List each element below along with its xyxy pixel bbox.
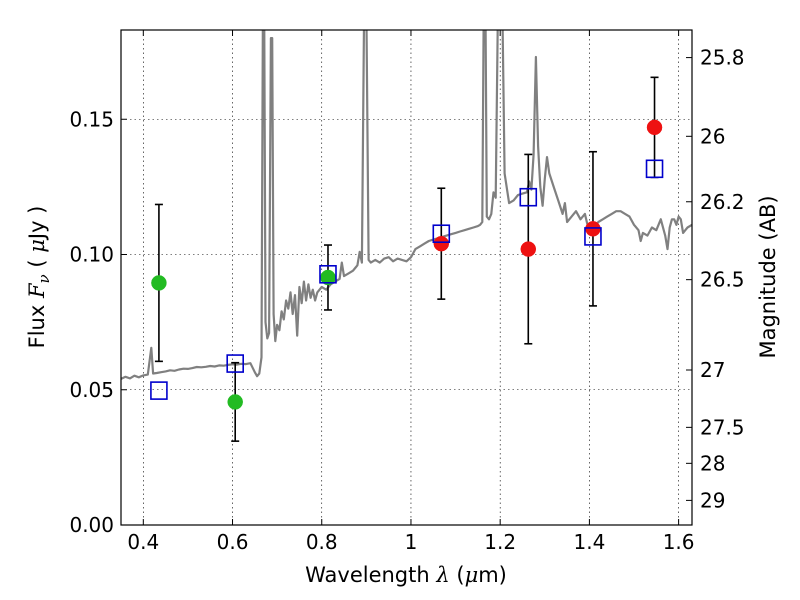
model-square-marker: [645, 159, 664, 179]
model-square-marker: [519, 187, 538, 207]
grid-lines: [121, 30, 692, 526]
observed_red-point: [520, 241, 537, 257]
magnitude-tick-label: 27: [700, 358, 725, 382]
y-tick-label: 0.00: [69, 513, 114, 537]
observed_green-point: [227, 394, 243, 410]
magnitude-tick-label: 26.2: [700, 190, 745, 214]
x-axis-ticks: 0.4 0.6 0.8 1 1.2 1.4 1.6: [127, 30, 695, 554]
x-tick-label: 0.4: [127, 530, 159, 554]
x-tick-label: 0.8: [306, 530, 338, 554]
model-square-marker: [432, 224, 451, 244]
x-tick-label: 1: [405, 530, 418, 554]
y-tick-label: 0.10: [69, 243, 114, 267]
magnitude-tick-label: 29: [700, 488, 725, 512]
x-tick-label: 1.6: [663, 530, 695, 554]
x-tick-label: 1.4: [573, 530, 605, 554]
observed_red-point: [433, 235, 450, 252]
magnitude-tick-label: 27.5: [700, 415, 745, 439]
x-axis-label: Wavelength λ (μm): [305, 563, 507, 587]
y-axis-ticks: 0.00 0.05 0.10 0.15: [69, 107, 127, 537]
right-axis-label: Magnitude (AB): [756, 195, 780, 358]
model-square-marker: [319, 264, 337, 284]
model-square-marker: [226, 354, 244, 373]
plot-frame: [120, 29, 693, 526]
observed_red-point: [646, 119, 663, 136]
data-markers: [150, 119, 664, 410]
magnitude-axis-ticks: 25.8 26 26.2 26.5 27 27.5 28 29: [686, 46, 745, 512]
magnitude-tick-label: 28: [700, 451, 725, 475]
model-square-marker: [150, 381, 168, 400]
observed_red-point: [585, 221, 601, 237]
y-axis-label: Flux Fν ( μJy ): [25, 206, 53, 349]
x-tick-label: 0.6: [217, 530, 249, 554]
y-tick-label: 0.05: [69, 378, 114, 402]
y-tick-label: 0.15: [69, 107, 114, 131]
magnitude-tick-label: 26.5: [700, 268, 745, 292]
x-tick-label: 1.2: [484, 530, 516, 554]
model-square-marker: [584, 227, 602, 246]
magnitude-tick-label: 26: [700, 124, 725, 148]
magnitude-tick-label: 25.8: [700, 46, 745, 70]
observed_green-point: [151, 275, 167, 291]
